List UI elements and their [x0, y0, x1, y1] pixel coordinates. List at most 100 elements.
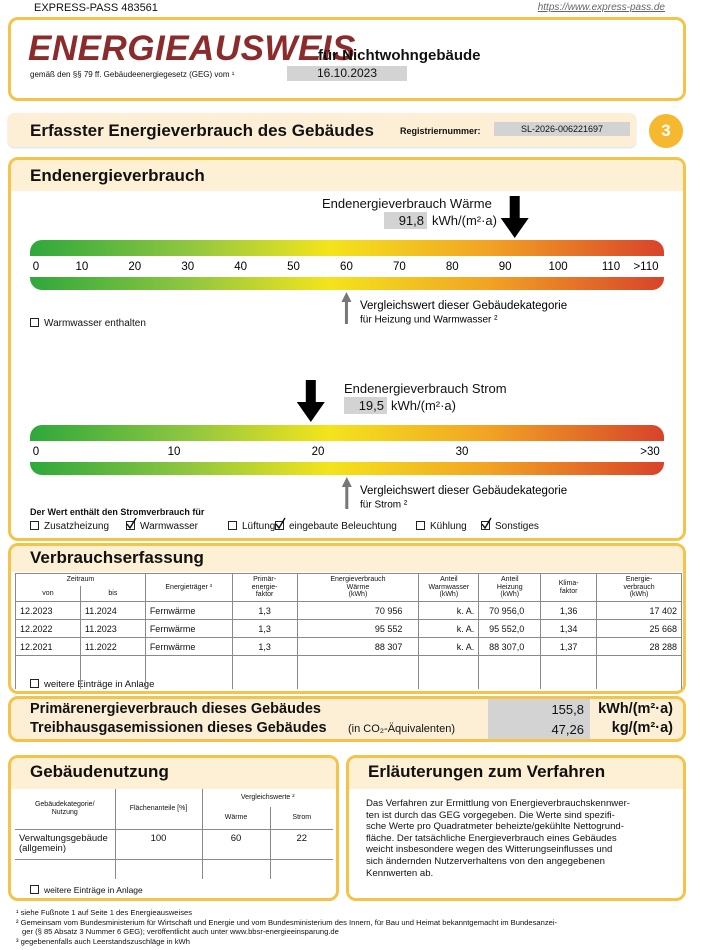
header-cell: Zeitraum — [15, 573, 146, 586]
page-badge — [649, 114, 683, 148]
header-cell: Energieträger ³ — [144, 573, 233, 602]
scale-label: 20 — [128, 261, 141, 273]
data-cell: 95 552 — [296, 619, 420, 638]
explanation-title: Erläuterungen zum Verfahren — [368, 762, 606, 781]
primary-value: 155,8 — [551, 702, 584, 717]
checkbox-label: Warmwasser — [140, 521, 198, 532]
scale-label: 70 — [393, 261, 406, 273]
data-cell: 11.2023 — [79, 619, 146, 638]
explanation-line: sich ändernden Nutzerverhaltens von den … — [366, 855, 605, 867]
explanation-line: ten ist durch das GEG vorgegeben. Die We… — [366, 809, 615, 821]
footnote: ² Gemeinsam vom Bundesministerium für Wi… — [16, 917, 558, 927]
primary-label: Primärenergieverbrauch dieses Gebäudes — [30, 701, 321, 717]
emissions-label: Treibhausgasemissionen dieses Gebäudes — [30, 720, 327, 736]
header-cell: bis — [79, 585, 146, 602]
data-cell: 88 307,0 — [478, 637, 542, 656]
compare-text: Vergleichswert dieser Gebäudekategorie — [360, 300, 567, 312]
scale-label: 0 — [33, 446, 39, 458]
data-cell: 70 956 — [296, 601, 420, 620]
header-cell: Anteil Heizung (kWh) — [478, 573, 542, 602]
nutzung-title: Gebäudenutzung — [30, 762, 169, 781]
title: ENERGIEAUSWEIS — [28, 29, 356, 68]
emissions-value: 47,26 — [551, 722, 584, 737]
explanation-line: Kennwerten ab. — [366, 867, 434, 879]
registration-label: Registriernummer: — [400, 126, 481, 136]
data-cell: k. A. — [418, 619, 480, 638]
data-cell: 22 — [269, 828, 333, 860]
verbrauch-table: Zeitraum Energieträger ³ Primär- energie- … — [15, 573, 682, 689]
scale-label: 20 — [312, 446, 325, 458]
power-includes-label: Der Wert enthält den Stromverbrauch für — [30, 507, 205, 517]
checkbox — [126, 517, 137, 530]
empty-cell — [596, 655, 682, 689]
data-row: 12.2023 11.2024 Fernwärme 1,3 70 956 k. A. 70 … — [15, 601, 682, 620]
compare-arrow — [341, 292, 352, 324]
scale-label: 50 — [287, 261, 300, 273]
header-cell: Energie- verbrauch (kWh) — [596, 573, 682, 602]
url[interactable]: https://www.express-pass.de — [537, 2, 665, 13]
data-cell: k. A. — [418, 601, 480, 620]
explanation-box — [346, 755, 686, 901]
data-cell: Fernwärme — [144, 601, 233, 620]
empty-cell — [15, 858, 116, 879]
checkbox-item: Warmwasser — [126, 517, 198, 532]
scale-label: 40 — [234, 261, 247, 273]
checkbox-label: Kühlung — [430, 521, 467, 532]
checkbox — [30, 318, 39, 327]
checkbox-item: eingebaute Beleuchtung — [275, 517, 397, 532]
scale-label: 10 — [76, 261, 89, 273]
data-row: Verwaltungsgebäude (allgemein) 100 60 22 — [15, 828, 333, 860]
emissions-note: (in CO₂-Äquivalenten) — [348, 723, 455, 735]
checkbox — [416, 521, 425, 530]
header-cell: Wärme — [201, 807, 271, 830]
data-cell: 70 956,0 — [478, 601, 542, 620]
power-unit: kWh/(m²·a) — [391, 398, 456, 413]
data-cell: 28 288 — [596, 637, 682, 656]
data-cell: 1,36 — [540, 601, 598, 620]
data-cell: 1,3 — [231, 637, 298, 656]
header-cell: Vergleichswerte ² — [201, 789, 333, 807]
empty-cell — [231, 655, 298, 689]
compare-text: für Strom ² — [360, 500, 408, 511]
checkbox — [481, 517, 492, 530]
checkbox-label: Sonstiges — [495, 521, 539, 532]
explanation-line: fläche. Der tatsächliche Energieverbrauc… — [366, 832, 617, 844]
checkbox-label: Zusatzheizung — [44, 521, 110, 532]
checkbox-item: Sonstiges — [481, 517, 539, 532]
checkbox — [275, 517, 286, 530]
header-row: Wärme Strom — [15, 807, 333, 830]
checkbox-label: eingebaute Beleuchtung — [289, 521, 397, 532]
empty-cell — [540, 655, 598, 689]
data-cell: 12.2021 — [15, 637, 81, 656]
power-value-field — [344, 397, 387, 414]
page-number: 3 — [661, 121, 671, 140]
header-cell: Primär- energie- faktor — [231, 573, 298, 602]
title-box — [8, 17, 686, 101]
empty-cell — [418, 655, 480, 689]
data-cell: Fernwärme — [144, 619, 233, 638]
footnote: ³ gegebenenfalls auch Leerstandszuschläg… — [16, 936, 190, 946]
document-id: EXPRESS-PASS 483561 — [34, 2, 158, 14]
empty-cell — [269, 858, 333, 879]
heat-label: Endenergieverbrauch Wärme — [322, 196, 492, 211]
data-cell: 12.2022 — [15, 619, 81, 638]
scale-label: >110 — [633, 261, 658, 273]
empty-cell — [478, 655, 542, 689]
scale-label: 30 — [456, 446, 469, 458]
checkbox-label: weitere Einträge in Anlage — [44, 885, 143, 895]
compare-text: Vergleichswert dieser Gebäudekategorie — [360, 485, 567, 497]
power-value: 19,5 — [358, 398, 384, 413]
header-cell: Strom — [269, 807, 333, 830]
data-cell: 1,34 — [540, 619, 598, 638]
header-row: Gebäudekategorie/ Nutzung Flächenanteile … — [15, 789, 333, 830]
hot-water-item: Warmwasser enthalten — [30, 318, 146, 329]
scale-band — [30, 256, 664, 277]
checkbox-item: Lüftung — [228, 521, 275, 532]
data-cell: 95 552,0 — [478, 619, 542, 638]
scale-label: 110 — [602, 261, 620, 273]
header-cell: Energieverbrauch Wärme (kWh) — [296, 573, 420, 602]
footnote: ger (§ 85 Absatz 3 Nummer 6 GEG); veröff… — [22, 927, 339, 936]
data-cell: 25 668 — [596, 619, 682, 638]
